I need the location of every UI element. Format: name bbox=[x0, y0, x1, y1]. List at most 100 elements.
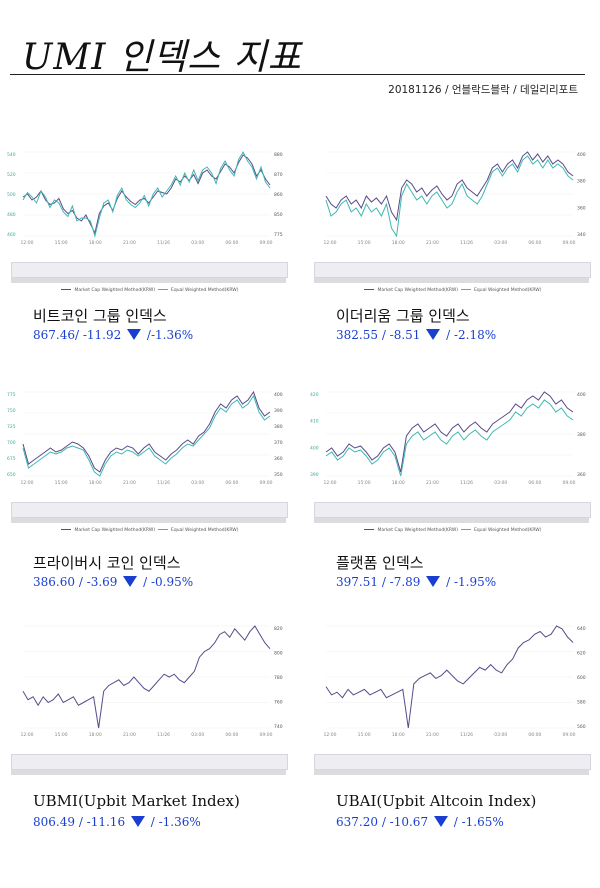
y-tick-label-right: 600 bbox=[577, 675, 586, 681]
chart-legend: Market Cap Weighted Method(KRW) Equal Wei… bbox=[5, 528, 292, 533]
x-tick-label: 18:00 bbox=[392, 732, 405, 738]
navigator-scrollbar[interactable] bbox=[11, 278, 286, 283]
x-tick-label: 21:00 bbox=[123, 240, 136, 246]
index-value: 867.46/ bbox=[33, 328, 83, 342]
navigator-scrollbar[interactable] bbox=[314, 278, 589, 283]
index-value-line: 867.46/ -11.92 /-1.36% bbox=[33, 328, 193, 342]
index-value-line: 382.55 / -8.51 / -2.18% bbox=[336, 328, 496, 342]
y-tick-label-left: 775 bbox=[7, 392, 16, 398]
index-line-chart: 12:00 15:00 18:00 21:00 11/26 03:00 06:00 09:00… bbox=[324, 151, 586, 246]
down-triangle-icon bbox=[130, 816, 145, 827]
y-tick-label-right: 390 bbox=[274, 408, 283, 414]
range-navigator[interactable] bbox=[11, 262, 288, 278]
x-tick-label: 15:00 bbox=[55, 240, 68, 246]
x-tick-label: 21:00 bbox=[426, 240, 439, 246]
y-tick-label-right: 340 bbox=[577, 232, 586, 238]
legend-swatch bbox=[61, 528, 72, 531]
range-navigator[interactable] bbox=[314, 262, 591, 278]
series-line-equal-weight bbox=[325, 399, 574, 477]
index-name: 플랫폼 인덱스 bbox=[336, 554, 424, 572]
y-tick-label-right: 880 bbox=[274, 152, 283, 158]
navigator-scrollbar[interactable] bbox=[11, 770, 286, 775]
y-tick-label-right: 760 bbox=[274, 700, 283, 706]
y-tick-label-left: 750 bbox=[7, 408, 16, 414]
index-value-line: 806.49 / -11.16 / -1.36% bbox=[33, 815, 201, 829]
y-tick-label-left: 410 bbox=[310, 419, 319, 425]
index-change: / -8.51 bbox=[381, 328, 425, 342]
x-tick-label: 03:00 bbox=[494, 732, 507, 738]
x-tick-label: 03:00 bbox=[494, 480, 507, 486]
series-line-equal-weight bbox=[22, 394, 271, 477]
x-tick-label: 11/26 bbox=[460, 240, 473, 246]
x-tick-label: 06:00 bbox=[528, 240, 541, 246]
index-name: UBMI(Upbit Market Index) bbox=[33, 792, 240, 810]
y-tick-label-right: 380 bbox=[274, 424, 283, 430]
report-dateline: 20181126 / 언블락드블락 / 데일리리포트 bbox=[388, 84, 578, 96]
y-tick-label-left: 420 bbox=[310, 392, 319, 398]
x-tick-label: 21:00 bbox=[426, 480, 439, 486]
y-tick-label-right: 860 bbox=[274, 192, 283, 198]
x-tick-label: 03:00 bbox=[191, 480, 204, 486]
index-value-line: 637.20 / -10.67 / -1.65% bbox=[336, 815, 504, 829]
legend-label: Market Cap Weighted Method(KRW) bbox=[377, 528, 459, 533]
title-divider bbox=[10, 74, 585, 75]
x-tick-label: 15:00 bbox=[358, 240, 371, 246]
x-tick-label: 11/26 bbox=[157, 480, 170, 486]
x-tick-label: 18:00 bbox=[392, 480, 405, 486]
index-value: 637.20 bbox=[336, 815, 382, 829]
navigator-scrollbar[interactable] bbox=[11, 518, 286, 523]
legend-label: Equal Weighted Method(KRW) bbox=[474, 288, 542, 293]
y-tick-label-right: 580 bbox=[577, 700, 586, 706]
index-name: UBAI(Upbit Altcoin Index) bbox=[336, 792, 537, 810]
series-line-market-cap bbox=[22, 625, 271, 729]
x-tick-label: 15:00 bbox=[358, 732, 371, 738]
y-tick-label-right: 380 bbox=[577, 432, 586, 438]
x-tick-label: 18:00 bbox=[392, 240, 405, 246]
legend-label: Equal Weighted Method(KRW) bbox=[171, 528, 239, 533]
legend-label: Equal Weighted Method(KRW) bbox=[171, 288, 239, 293]
navigator-scrollbar[interactable] bbox=[314, 518, 589, 523]
y-tick-label-left: 390 bbox=[310, 472, 319, 478]
y-tick-label-left: 700 bbox=[7, 440, 16, 446]
x-tick-label: 09:00 bbox=[260, 732, 273, 738]
index-line-chart: 12:00 15:00 18:00 21:00 11/26 03:00 06:00 09:00… bbox=[21, 625, 283, 738]
series-line-market-cap bbox=[22, 390, 271, 473]
y-tick-label-right: 820 bbox=[274, 626, 283, 632]
range-navigator[interactable] bbox=[11, 502, 288, 518]
x-tick-label: 21:00 bbox=[123, 480, 136, 486]
y-tick-label-right: 870 bbox=[274, 172, 283, 178]
legend-label: Market Cap Weighted Method(KRW) bbox=[377, 288, 459, 293]
y-tick-label-left: 480 bbox=[7, 212, 16, 218]
legend-swatch bbox=[61, 288, 72, 291]
y-tick-label-left: 725 bbox=[7, 424, 16, 430]
report-date: 20181126 bbox=[388, 84, 442, 96]
range-navigator[interactable] bbox=[314, 502, 591, 518]
legend-swatch bbox=[461, 528, 472, 531]
x-tick-label: 12:00 bbox=[324, 480, 337, 486]
x-tick-label: 06:00 bbox=[528, 480, 541, 486]
down-triangle-icon bbox=[123, 576, 138, 587]
x-tick-label: 09:00 bbox=[260, 480, 273, 486]
x-tick-label: 12:00 bbox=[324, 240, 337, 246]
index-value: 806.49 bbox=[33, 815, 79, 829]
x-tick-label: 11/26 bbox=[157, 240, 170, 246]
index-line-chart: 12:00 15:00 18:00 21:00 11/26 03:00 06:00 09:00… bbox=[7, 150, 283, 246]
legend-swatch bbox=[158, 288, 169, 291]
y-tick-label-right: 850 bbox=[274, 212, 283, 218]
index-value: 382.55 bbox=[336, 328, 382, 342]
legend-swatch bbox=[364, 288, 375, 291]
range-navigator[interactable] bbox=[314, 754, 591, 770]
x-tick-label: 12:00 bbox=[21, 732, 34, 738]
index-name: 프라이버시 코인 인덱스 bbox=[33, 554, 181, 572]
series-line-equal-weight bbox=[325, 155, 574, 238]
x-tick-label: 06:00 bbox=[225, 732, 238, 738]
range-navigator[interactable] bbox=[11, 754, 288, 770]
navigator-scrollbar[interactable] bbox=[314, 770, 589, 775]
legend-swatch bbox=[364, 528, 375, 531]
x-tick-label: 03:00 bbox=[494, 240, 507, 246]
series-line-market-cap bbox=[325, 151, 574, 222]
x-tick-label: 06:00 bbox=[528, 732, 541, 738]
y-tick-label-right: 360 bbox=[274, 456, 283, 462]
y-tick-label-left: 500 bbox=[7, 192, 16, 198]
page-title: UMI 인덱스 지표 bbox=[22, 37, 302, 78]
